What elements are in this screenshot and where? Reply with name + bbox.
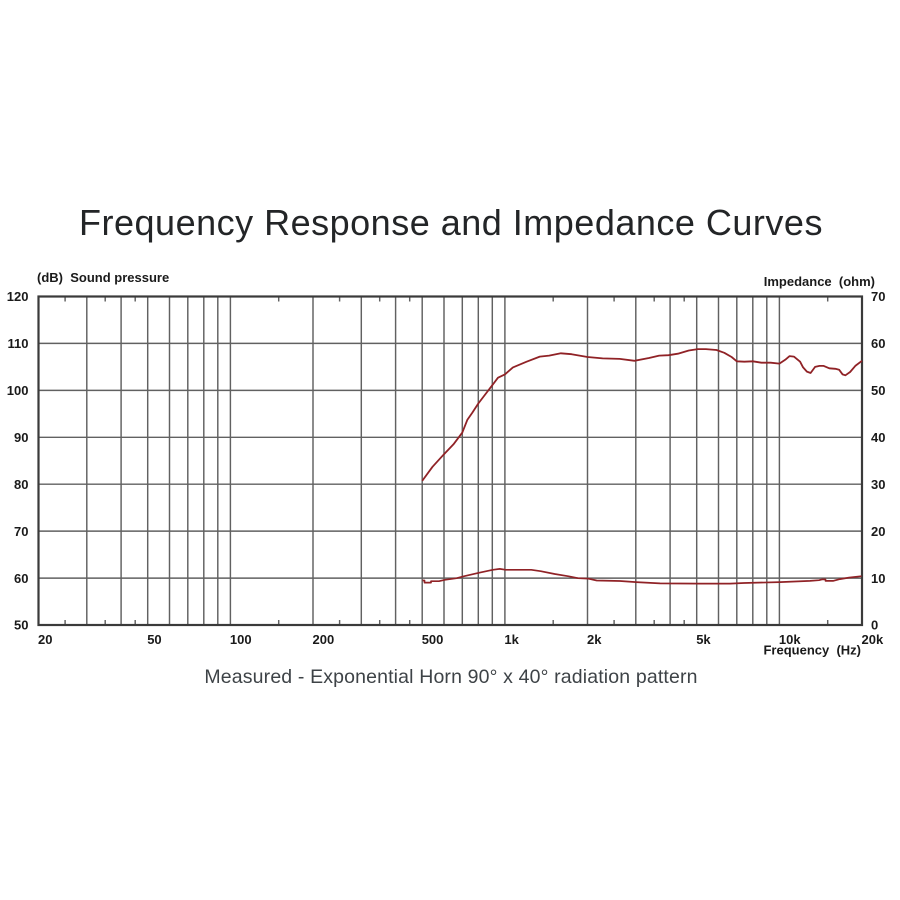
svg-text:(dB) Sound pressure: (dB) Sound pressure	[37, 270, 169, 285]
svg-text:10: 10	[871, 571, 885, 586]
svg-text:50: 50	[147, 632, 161, 647]
svg-text:80: 80	[14, 477, 28, 492]
svg-text:500: 500	[422, 632, 444, 647]
svg-text:Frequency (Hz): Frequency (Hz)	[763, 643, 861, 658]
svg-text:5k: 5k	[696, 632, 711, 647]
svg-text:100: 100	[230, 632, 252, 647]
svg-text:2k: 2k	[587, 632, 602, 647]
svg-text:50: 50	[14, 618, 28, 633]
svg-text:60: 60	[871, 336, 885, 351]
svg-text:70: 70	[871, 289, 885, 304]
svg-text:200: 200	[313, 632, 335, 647]
svg-text:20k: 20k	[862, 632, 884, 647]
svg-text:20: 20	[38, 632, 52, 647]
svg-text:30: 30	[871, 477, 885, 492]
svg-text:20: 20	[871, 524, 885, 539]
svg-text:50: 50	[871, 383, 885, 398]
svg-text:110: 110	[8, 336, 29, 351]
svg-text:120: 120	[7, 289, 29, 304]
svg-text:Impedance (ohm): Impedance (ohm)	[764, 274, 875, 289]
svg-text:100: 100	[7, 383, 29, 398]
svg-text:10k: 10k	[779, 632, 801, 647]
svg-text:1k: 1k	[504, 632, 519, 647]
svg-text:40: 40	[871, 430, 885, 445]
svg-text:0: 0	[871, 618, 878, 633]
svg-text:60: 60	[14, 571, 28, 586]
svg-text:90: 90	[14, 430, 28, 445]
svg-text:70: 70	[14, 524, 28, 539]
